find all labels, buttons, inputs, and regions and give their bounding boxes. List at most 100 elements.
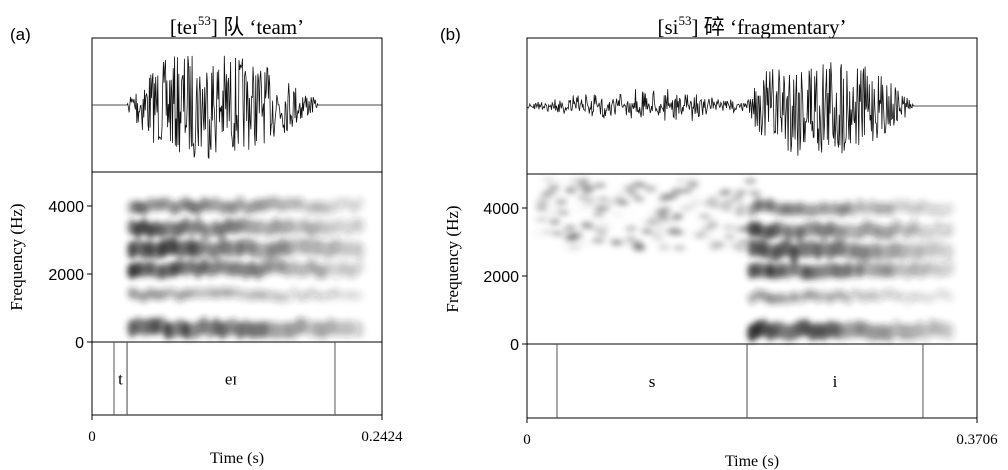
noise-patch [683, 208, 695, 214]
noise-patch [623, 185, 636, 192]
noise-patch [698, 213, 711, 220]
interval-label: t [118, 370, 123, 389]
noise-patch [624, 235, 637, 242]
x-tick-label: 0 [523, 432, 531, 448]
noise-patch [702, 200, 715, 207]
waveform [526, 62, 977, 156]
noise-patch [626, 190, 639, 197]
y-axis-label: Frequency (Hz) [443, 205, 462, 312]
noise-patch [750, 191, 763, 198]
noise-patch [577, 177, 590, 184]
noise-patch [733, 209, 746, 216]
waveform [92, 55, 382, 160]
noise-patch [630, 239, 643, 246]
noise-patch [665, 194, 678, 201]
noise-patch [541, 200, 554, 207]
title-superscript: 53 [678, 13, 691, 28]
noise-patch [671, 187, 684, 194]
noise-patch [673, 245, 686, 252]
noise-patch [592, 211, 605, 218]
title-text: ] 队 ‘team’ [211, 15, 304, 39]
tier-frame [526, 343, 978, 419]
noise-patch [687, 202, 700, 209]
interval-label: eɪ [225, 370, 238, 389]
y-tick-label: 0 [75, 335, 84, 352]
y-tick-label: 4000 [48, 199, 84, 216]
noise-patch [577, 239, 590, 246]
noise-patch [738, 238, 751, 245]
noise-patch [726, 196, 738, 202]
noise-patch [671, 229, 684, 236]
title-text: ] 碎 ‘fragmentary’ [691, 15, 846, 39]
noise-patch [631, 244, 644, 251]
noise-patch [735, 227, 748, 234]
noise-patch [686, 176, 699, 183]
noise-patch [568, 244, 581, 251]
noise-patch [536, 206, 549, 213]
noise-patch [616, 190, 629, 197]
noise-patch [557, 209, 570, 216]
noise-patch [559, 244, 571, 250]
noise-patch [720, 188, 733, 195]
noise-patch [641, 228, 654, 235]
panel-label: (a) [10, 25, 31, 44]
y-tick-label: 0 [510, 337, 519, 354]
noise-patch [581, 187, 594, 194]
noise-patch [703, 232, 716, 239]
formant-band [355, 258, 366, 275]
formant-band [355, 241, 366, 260]
noise-patch [539, 193, 552, 200]
noise-patch [731, 195, 744, 202]
panel-label: (b) [440, 25, 461, 44]
noise-patch [591, 237, 604, 244]
noise-patch [595, 182, 608, 189]
noise-patch [574, 205, 587, 212]
noise-patch [595, 229, 608, 236]
spectrogram-image [532, 176, 956, 343]
noise-patch [649, 218, 662, 225]
noise-patch [670, 214, 683, 221]
noise-patch [576, 194, 589, 201]
noise-patch [653, 224, 666, 231]
noise-patch [562, 227, 575, 234]
noise-patch [565, 185, 578, 192]
noise-patch [720, 205, 733, 212]
y-tick-label: 2000 [483, 269, 519, 286]
noise-patch [621, 239, 634, 246]
noise-patch [553, 202, 566, 209]
panel-title: [teɪ53] 队 ‘team’ [170, 13, 304, 39]
formant-band [355, 196, 366, 211]
formant-band [355, 217, 366, 234]
x-axis-label: Time (s) [725, 453, 779, 470]
tier-frame [91, 341, 383, 416]
noise-patch [611, 211, 624, 218]
noise-patch [658, 244, 671, 251]
noise-patch [535, 216, 548, 223]
formant-band [355, 289, 366, 302]
x-tick-label: 0 [88, 429, 96, 445]
noise-patch [625, 225, 638, 232]
noise-patch [675, 178, 688, 185]
noise-patch [667, 220, 680, 227]
noise-patch [722, 224, 735, 231]
panel-title: [si53] 碎 ‘fragmentary’ [657, 13, 846, 39]
noise-patch [654, 208, 667, 215]
formant-band [945, 322, 956, 341]
noise-patch [735, 203, 748, 210]
noise-patch [547, 184, 560, 191]
formant-band [945, 242, 956, 261]
noise-patch [543, 212, 556, 219]
y-tick-label: 2000 [48, 267, 84, 284]
x-axis-label: Time (s) [210, 450, 264, 467]
noise-patch [734, 189, 747, 196]
noise-patch [556, 183, 568, 189]
x-tick-label: 0.3706 [956, 432, 998, 448]
noise-patch [744, 178, 757, 185]
noise-patch [734, 245, 747, 252]
noise-patch [593, 204, 606, 211]
noise-patch [658, 215, 671, 222]
noise-patch [650, 232, 663, 239]
noise-patch [581, 220, 594, 227]
formant-band [355, 320, 366, 339]
